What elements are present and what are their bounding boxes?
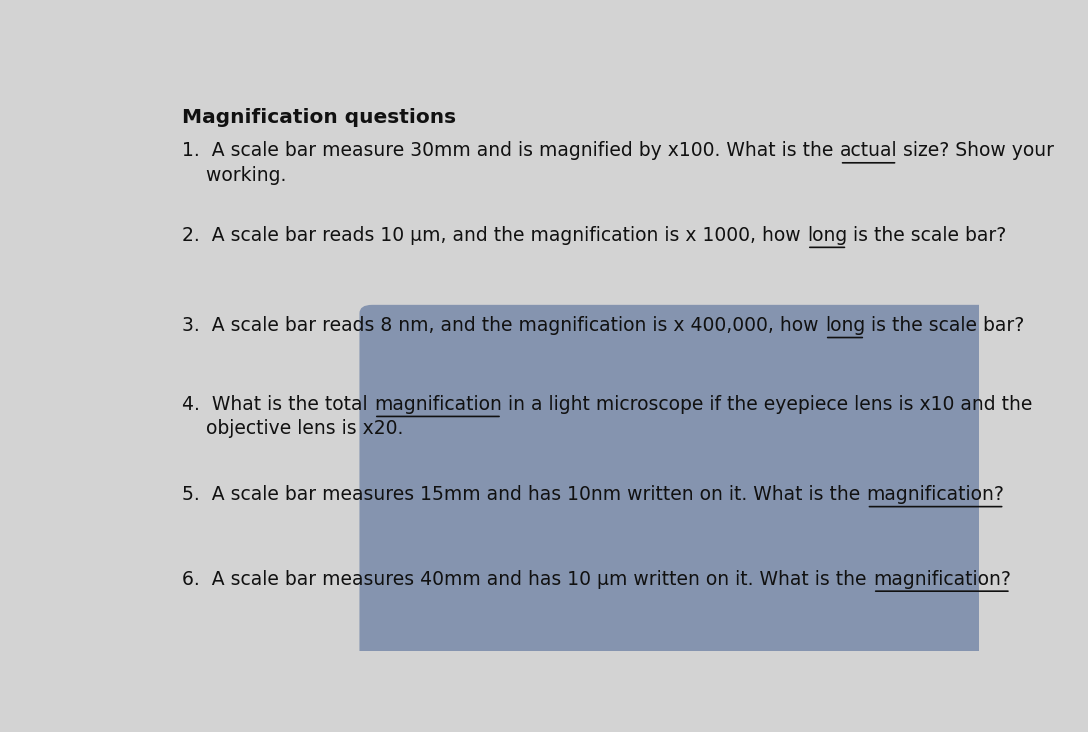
Text: 4.  What is the total: 4. What is the total [183,395,374,414]
Text: in a light microscope if the eyepiece lens is x10 and the: in a light microscope if the eyepiece le… [502,395,1033,414]
Text: magnification?: magnification? [873,569,1011,589]
Text: long: long [825,316,865,335]
Text: actual: actual [840,141,898,160]
Text: 3.  A scale bar reads 8 nm, and the magnification is x 400,000, how: 3. A scale bar reads 8 nm, and the magni… [183,316,825,335]
Text: long: long [807,226,848,245]
Text: size? Show your: size? Show your [898,141,1054,160]
Text: is the scale bar?: is the scale bar? [848,226,1006,245]
Text: working.: working. [183,165,287,184]
Text: 1.  A scale bar measure 30mm and is magnified by x100. What is the: 1. A scale bar measure 30mm and is magni… [183,141,840,160]
FancyBboxPatch shape [359,305,1000,660]
Text: 5.  A scale bar measures 15mm and has 10nm written on it. What is the: 5. A scale bar measures 15mm and has 10n… [183,485,867,504]
Text: objective lens is x20.: objective lens is x20. [183,419,404,438]
Text: is the scale bar?: is the scale bar? [865,316,1025,335]
Text: 6.  A scale bar measures 40mm and has 10 μm written on it. What is the: 6. A scale bar measures 40mm and has 10 … [183,569,873,589]
Text: magnification: magnification [374,395,502,414]
Text: Magnification questions: Magnification questions [183,108,457,127]
Text: 2.  A scale bar reads 10 μm, and the magnification is x 1000, how: 2. A scale bar reads 10 μm, and the magn… [183,226,807,245]
Text: magnification?: magnification? [867,485,1004,504]
